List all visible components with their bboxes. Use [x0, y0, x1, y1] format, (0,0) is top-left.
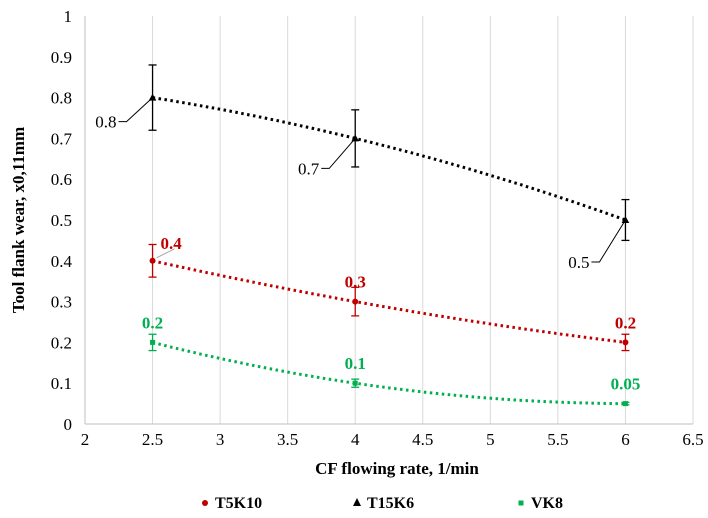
trendline-vk8	[152, 340, 626, 406]
grid	[152, 16, 694, 424]
legend-label: VK8	[531, 495, 563, 512]
point-t5k10	[352, 298, 359, 305]
y-tick-label: 0.6	[51, 170, 72, 189]
error-bars	[148, 64, 630, 406]
point-vk8	[622, 401, 628, 407]
legend-label: T5K10	[215, 495, 262, 512]
data-label: 0.5	[568, 253, 589, 272]
point-t15k6	[621, 216, 630, 223]
y-tick-label: 0	[64, 415, 73, 434]
data-labels: 0.4 0.3 0.2 0.8 0.7 0.5 0.2 0.1 0.05	[95, 113, 640, 394]
x-tick-label: 3.5	[277, 430, 298, 449]
legend-label: T15K6	[367, 495, 414, 512]
x-tick-label: 2.5	[142, 430, 163, 449]
x-tick-label: 4.5	[412, 430, 433, 449]
x-tick-label: 6.5	[682, 430, 703, 449]
y-axis-title: Tool flank wear, x0,11mm	[9, 127, 28, 313]
legend: T5K10 T15K6 VK8	[202, 495, 563, 512]
point-t5k10	[622, 339, 629, 346]
data-label: 0.1	[345, 354, 366, 373]
y-tick-label: 0.2	[51, 333, 72, 352]
trendline-t15k6	[152, 96, 626, 222]
x-tick-label: 3	[216, 430, 225, 449]
label-leader	[156, 248, 175, 259]
label-leader	[321, 138, 356, 169]
axes	[84, 16, 693, 425]
y-tick-label: 0.3	[51, 293, 72, 312]
x-tick-label: 6	[621, 430, 630, 449]
y-tick-label: 0.8	[51, 89, 72, 108]
y-tick-label: 1	[64, 7, 73, 26]
trendlines	[152, 96, 626, 406]
y-tick-labels: 0 0.1 0.2 0.3 0.4 0.5 0.6 0.7 0.8 0.9 1	[51, 7, 73, 434]
data-label: 0.05	[611, 375, 641, 394]
y-tick-label: 0.7	[51, 129, 73, 148]
point-vk8	[352, 380, 358, 386]
data-points	[148, 93, 630, 407]
point-t5k10	[149, 257, 156, 264]
data-label: 0.2	[615, 313, 636, 332]
y-tick-label: 0.1	[51, 374, 72, 393]
y-tick-label: 0.4	[51, 252, 73, 271]
x-axis-title: CF flowing rate, 1/min	[315, 459, 479, 478]
x-tick-labels: 2 2.5 3 3.5 4 4.5 5 5.5 6 6.5	[81, 430, 704, 449]
legend-marker	[202, 500, 208, 506]
data-label: 0.2	[142, 313, 163, 332]
label-leaders	[118, 97, 626, 263]
x-tick-label: 4	[351, 430, 360, 449]
point-t15k6	[351, 134, 360, 142]
y-tick-label: 0.9	[51, 48, 72, 67]
legend-marker	[353, 498, 361, 506]
data-label: 0.3	[345, 273, 366, 292]
data-label: 0.8	[95, 113, 116, 132]
trendline-t5k10	[152, 259, 626, 344]
x-tick-label: 2	[81, 430, 90, 449]
legend-marker	[518, 500, 524, 506]
x-tick-label: 5.5	[547, 430, 568, 449]
point-vk8	[150, 339, 156, 345]
data-label: 0.7	[298, 159, 320, 178]
x-tick-label: 5	[486, 430, 495, 449]
y-tick-label: 0.5	[51, 211, 72, 230]
data-label: 0.4	[161, 234, 183, 253]
label-leader	[118, 97, 153, 123]
label-leader	[591, 219, 626, 263]
